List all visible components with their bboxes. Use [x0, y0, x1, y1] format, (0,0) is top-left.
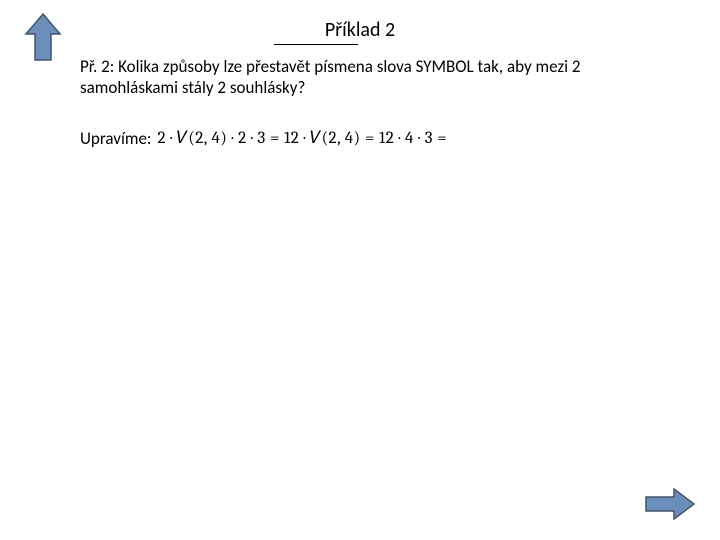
formula-label: Upravíme: [80, 128, 151, 149]
formula-math: 2 · 𝑉(2, 4) · 2 · 3 = 12 · 𝑉(2, 4) = 12 … [157, 129, 447, 148]
nav-arrow-right[interactable] [644, 487, 696, 526]
title-underline [274, 44, 358, 45]
formula-row: Upravíme: 2 · 𝑉(2, 4) · 2 · 3 = 12 · 𝑉(2… [80, 128, 447, 149]
page-title: Příklad 2 [0, 18, 720, 42]
problem-text: Př. 2: Kolika způsoby lze přestavět písm… [80, 56, 680, 99]
